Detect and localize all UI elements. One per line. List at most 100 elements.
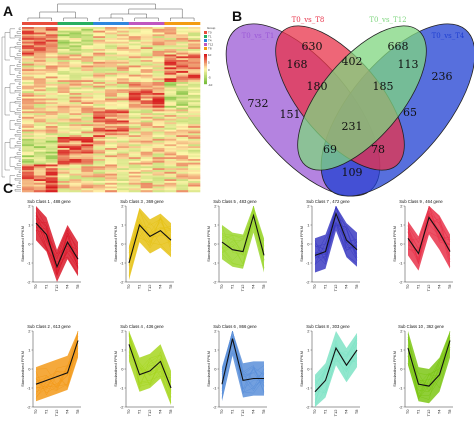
x-tick-label: T8	[261, 284, 266, 289]
y-tick-label: 1	[121, 222, 124, 227]
y-axis-label: Standardised FPKM	[299, 351, 304, 387]
venn-set-title: T0_vs_T4	[432, 32, 465, 40]
y-axis-label: Standardised FPKM	[206, 226, 211, 262]
y-tick-label: -2	[27, 404, 31, 409]
x-tick-label: T12	[333, 409, 338, 417]
y-tick-label: 1	[214, 347, 217, 352]
venn-count-t1-t8-t4: 78	[371, 143, 385, 156]
x-tick-label: T0	[126, 284, 131, 289]
x-tick-label: T12	[54, 284, 59, 292]
chart-title: Sub Class 3 , 369 gene	[120, 199, 164, 204]
y-tick-label: 2	[214, 203, 217, 208]
x-tick-label: T12	[333, 284, 338, 292]
gene-profiles	[314, 205, 358, 273]
x-tick-label: T8	[75, 409, 80, 414]
y-tick-label: -1	[27, 385, 31, 390]
legend-label: T8	[208, 47, 212, 51]
chart-title: Sub Class 2 , 613 gene	[27, 324, 71, 329]
y-tick-label: 0	[121, 366, 124, 371]
venn-set-title: T0_vs_T1	[242, 32, 275, 40]
x-tick-label: T12	[426, 284, 431, 292]
x-tick-label: T12	[426, 409, 431, 417]
gene-profiles	[128, 330, 172, 406]
mean-line	[407, 216, 451, 255]
x-tick-label: T1	[137, 284, 142, 289]
panel-label-c: C	[3, 180, 14, 196]
legend-label: T12	[208, 43, 214, 47]
x-tick-label: T0	[33, 284, 38, 289]
y-axis-label: Standardised FPKM	[392, 351, 397, 387]
x-tick-label: T4	[251, 284, 256, 289]
y-tick-label: -2	[306, 404, 310, 409]
y-tick-label: 2	[28, 328, 31, 333]
y-tick-label: 2	[400, 203, 403, 208]
y-axis-label: Standardised FPKM	[206, 351, 211, 387]
scale-tick: 5	[208, 61, 210, 65]
y-tick-label: 1	[400, 222, 403, 227]
x-tick-label: T12	[240, 284, 245, 292]
gene-profiles	[314, 331, 358, 407]
x-tick-label: T0	[219, 409, 224, 414]
x-tick-label: T8	[354, 284, 359, 289]
x-tick-label: T1	[323, 409, 328, 414]
profile-band	[36, 206, 78, 282]
venn-count-only-t4: 236	[432, 70, 453, 83]
venn-count-t1-t4: 109	[342, 166, 363, 179]
x-tick-label: T1	[230, 284, 235, 289]
legend-swatch	[204, 39, 207, 42]
y-tick-label: -1	[213, 260, 217, 265]
heatmap-cells	[22, 27, 201, 193]
y-tick-label: -1	[306, 385, 310, 390]
gene-profiles	[221, 330, 265, 402]
y-tick-label: -2	[399, 279, 403, 284]
y-tick-label: -1	[120, 260, 124, 265]
chart-title: Sub Class 4 , 436 gene	[120, 324, 164, 329]
scale-tick: 0	[208, 68, 210, 72]
profile-band	[222, 331, 264, 402]
x-tick-label: T4	[65, 409, 70, 414]
x-tick-label: T4	[158, 284, 163, 289]
x-tick-label: T1	[137, 409, 142, 414]
x-tick-label: T8	[168, 409, 173, 414]
venn-count-t1-t12-t4: 69	[323, 143, 337, 156]
legend-swatch	[204, 31, 207, 34]
scale-tick: -10	[208, 83, 213, 87]
x-tick-label: T0	[33, 409, 38, 414]
y-tick-label: 0	[28, 241, 31, 246]
x-tick-label: T12	[240, 409, 245, 417]
y-tick-label: 0	[214, 241, 217, 246]
y-axis-label: Standardised FPKM	[20, 226, 25, 262]
venn-set-title: T0_vs_T12	[369, 16, 406, 24]
gene-profiles	[128, 207, 172, 281]
y-tick-label: 0	[307, 366, 310, 371]
venn-set-3	[297, 25, 427, 171]
chart-title: Sub Class 8 , 303 gene	[306, 324, 350, 329]
mean-line	[128, 344, 172, 389]
x-tick-label: T0	[219, 284, 224, 289]
y-tick-label: -1	[213, 385, 217, 390]
y-tick-label: 2	[307, 328, 310, 333]
y-tick-label: 2	[28, 203, 31, 208]
mean-line	[407, 340, 451, 387]
y-tick-label: 0	[307, 241, 310, 246]
trend-chart-10: Sub Class 10 , 362 gene Standardised FPKM…	[392, 324, 453, 416]
y-tick-label: -2	[120, 404, 124, 409]
x-tick-label: T12	[54, 409, 59, 417]
mean-line	[221, 338, 264, 385]
x-tick-label: T1	[44, 409, 49, 414]
y-tick-label: -1	[27, 260, 31, 265]
x-tick-label: T8	[168, 284, 173, 289]
y-axis-label: Standardised FPKM	[392, 226, 397, 262]
y-tick-label: -2	[306, 279, 310, 284]
y-tick-label: -2	[27, 279, 31, 284]
y-tick-label: 0	[121, 241, 124, 246]
x-tick-label: T4	[344, 409, 349, 414]
